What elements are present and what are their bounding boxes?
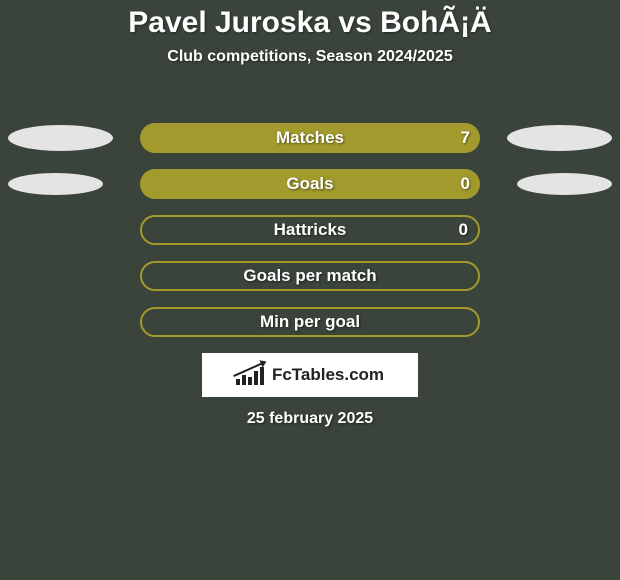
- right-player-marker: [507, 125, 612, 151]
- stat-value: 7: [461, 128, 470, 148]
- stat-label: Goals: [140, 174, 480, 194]
- stat-row: Min per goal: [0, 307, 620, 337]
- stat-rows: Matches7Goals0Hattricks0Goals per matchM…: [0, 123, 620, 353]
- stat-row: Goals per match: [0, 261, 620, 291]
- date-label: 25 february 2025: [0, 410, 620, 428]
- page-title: Pavel Juroska vs BohÃ¡Ä: [0, 0, 620, 40]
- stat-bar: Goals per match: [140, 261, 480, 291]
- stat-bar: Hattricks0: [140, 215, 480, 245]
- comparison-infographic: Pavel Juroska vs BohÃ¡Ä Club competition…: [0, 0, 620, 580]
- stat-label: Goals per match: [142, 266, 478, 286]
- left-player-marker: [8, 173, 103, 195]
- stat-row: Hattricks0: [0, 215, 620, 245]
- right-player-marker: [517, 173, 612, 195]
- stat-value: 0: [459, 220, 468, 240]
- stat-label: Matches: [140, 128, 480, 148]
- page-subtitle: Club competitions, Season 2024/2025: [0, 48, 620, 66]
- logo-chart-icon: [236, 365, 266, 385]
- stat-label: Min per goal: [142, 312, 478, 332]
- stat-bar: Min per goal: [140, 307, 480, 337]
- stat-bar: Matches7: [140, 123, 480, 153]
- fctables-logo: FcTables.com: [202, 353, 418, 397]
- stat-value: 0: [461, 174, 470, 194]
- stat-bar: Goals0: [140, 169, 480, 199]
- logo-text: FcTables.com: [272, 365, 384, 385]
- stat-label: Hattricks: [142, 220, 478, 240]
- stat-row: Goals0: [0, 169, 620, 199]
- stat-row: Matches7: [0, 123, 620, 153]
- left-player-marker: [8, 125, 113, 151]
